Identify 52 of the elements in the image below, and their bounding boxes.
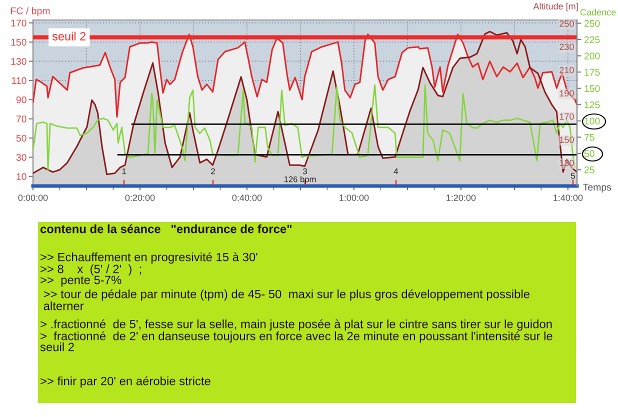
text: >> tour de pédale par minute (tpm) de 45- 50 maxi sur le plus gros développement possible: [44, 289, 530, 301]
y-tick-label: 10: [16, 173, 26, 180]
annotation: 4: [394, 168, 398, 174]
annotation: 126 bpm: [284, 176, 316, 184]
y3-tick-label: 225: [584, 36, 600, 44]
y3-tick-label: 25: [584, 166, 594, 174]
y-tick-label: 150: [11, 38, 26, 46]
y2-tick-label: 170: [560, 113, 574, 120]
text: >> 8 x (5' / 2' ) ;: [40, 264, 142, 276]
y-tick-label: 110: [12, 77, 26, 84]
x-tick-label: 1:40:00: [554, 194, 583, 201]
text: > fractionné de 2' en danseuse toujours en force avec la 2e minute en poussant l'intensité sur le: [40, 331, 552, 343]
y2-tick-label: 210: [560, 66, 574, 74]
text: contenu de la séance "endurance de force": [40, 224, 292, 234]
x-axis-title: Temps: [583, 184, 612, 193]
y3-tick-label: 50: [584, 150, 594, 158]
y3-tick-label: 175: [584, 68, 600, 76]
y2-axis-title: Altitude [m]: [533, 2, 578, 12]
y3-axis-title: Cadence: [580, 8, 616, 16]
text: >> finir par 20' en aérobie stricte: [40, 376, 210, 388]
y-tick-label: 170: [11, 20, 26, 26]
y-tick-label: 70: [16, 116, 26, 122]
y3-tick-label: 125: [584, 101, 600, 108]
y-tick-label: 30: [16, 154, 26, 161]
y3-tick-label: 150: [584, 85, 600, 92]
annotation: 1: [122, 168, 126, 174]
annotation: 2: [211, 168, 215, 174]
text: >> Echauffement en progresivité 15 à 30': [40, 252, 258, 264]
annotation: 5: [571, 172, 575, 179]
text: > .fractionné de 5', fesse sur la selle, main juste posée à plat sur le cintre sans tirer sur le guidon: [40, 319, 552, 331]
y2-tick-label: 250: [560, 20, 574, 27]
x-tick-label: 1:20:00: [446, 194, 476, 201]
x-tick-label: 0:40:00: [232, 194, 262, 201]
y3-tick-label: 75: [584, 134, 594, 141]
y3-tick-label: 100: [584, 118, 600, 125]
x-tick-label: 0:20:00: [125, 194, 155, 201]
annotation: 3: [303, 168, 307, 174]
ref-line-label: seuil 2: [52, 32, 86, 40]
x-tick-label: 1:00:00: [340, 194, 369, 201]
text: alterner: [44, 301, 84, 310]
y2-tick-label: 130: [560, 160, 574, 166]
y3-tick-label: 200: [584, 52, 600, 60]
text: seuil 2: [40, 342, 74, 352]
y-tick-label: 130: [11, 58, 26, 65]
y3-tick-label: 250: [584, 20, 600, 27]
y2-tick-label: 230: [560, 44, 574, 50]
y-tick-label: 90: [16, 96, 26, 104]
x-tick-label: 0:00:00: [18, 194, 48, 201]
y-tick-label: 50: [16, 134, 26, 142]
y2-tick-label: 190: [560, 90, 574, 96]
text: >> pente 5-7%: [40, 276, 122, 287]
y-axis-title: FC / bpm: [11, 7, 50, 16]
